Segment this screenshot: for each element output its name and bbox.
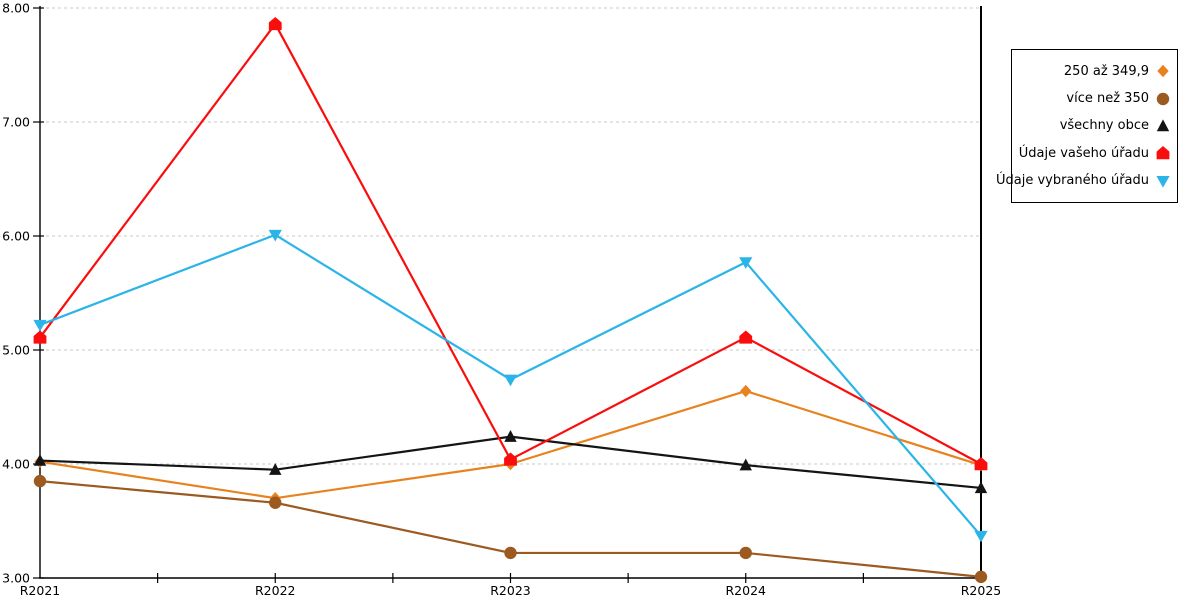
legend-marker-triangle-up-icon xyxy=(1156,119,1170,132)
legend-label: Údaje vašeho úřadu xyxy=(1018,145,1149,161)
legend-item-1: více než 350 xyxy=(1066,91,1171,107)
data-point-marker xyxy=(269,496,282,509)
data-point-marker xyxy=(739,458,752,471)
data-point-marker xyxy=(740,384,752,398)
data-point-marker xyxy=(503,374,518,387)
data-point-marker xyxy=(974,481,988,494)
data-point-marker xyxy=(739,546,752,560)
x-tick-label: R2021 xyxy=(20,583,61,598)
legend-marker-diamond-icon xyxy=(1157,65,1169,78)
legend-label: Údaje vybraného úřadu xyxy=(995,173,1149,189)
data-point-marker xyxy=(974,457,988,471)
data-point-marker xyxy=(33,319,47,332)
data-point-marker xyxy=(268,16,282,31)
legend-item-4: Údaje vybraného úřadu xyxy=(996,173,1171,189)
y-tick-label: 7.00 xyxy=(2,115,30,130)
legend-item-2: všechny obce xyxy=(1060,118,1171,134)
data-point-marker xyxy=(33,474,47,488)
series-line-1 xyxy=(38,480,983,578)
legend-item-0: 250 až 349,9 xyxy=(1064,63,1171,79)
x-tick-label: R2024 xyxy=(726,583,767,598)
data-point-marker xyxy=(504,430,517,442)
legend-label: více než 350 xyxy=(1066,91,1149,107)
y-tick-label: 8.00 xyxy=(2,1,30,16)
data-point-marker xyxy=(269,463,282,475)
data-point-marker xyxy=(33,453,47,466)
data-point-marker xyxy=(974,570,988,584)
data-point-marker xyxy=(504,546,517,560)
legend-marker-triangle-down-icon xyxy=(1156,175,1170,188)
legend-marker-circle-icon xyxy=(1156,92,1170,105)
legend: 250 až 349,9 více než 350 všechny obce Údaj… xyxy=(996,49,1178,203)
legend-item-3: Údaje vašeho úřadu xyxy=(1019,145,1171,161)
data-point-marker xyxy=(268,229,282,242)
legend-label: všechny obce xyxy=(1059,118,1149,134)
x-tick-label: R2025 xyxy=(961,583,1002,598)
data-point-marker xyxy=(33,330,47,344)
legend-label: 250 až 349,9 xyxy=(1063,63,1149,79)
data-point-marker xyxy=(739,257,753,269)
y-tick-label: 3.00 xyxy=(2,571,30,586)
y-tick-label: 5.00 xyxy=(2,343,30,358)
y-tick-label: 4.00 xyxy=(2,457,30,472)
x-tick-label: R2022 xyxy=(255,583,296,598)
data-point-marker xyxy=(739,330,753,344)
y-tick-label: 6.00 xyxy=(2,229,30,244)
series-line-3 xyxy=(38,22,983,466)
data-point-marker xyxy=(504,452,517,466)
x-tick-label: R2023 xyxy=(490,583,531,598)
legend-marker-pentagon-icon xyxy=(1156,146,1170,160)
data-point-marker xyxy=(974,530,988,543)
series-line-0 xyxy=(38,389,983,500)
